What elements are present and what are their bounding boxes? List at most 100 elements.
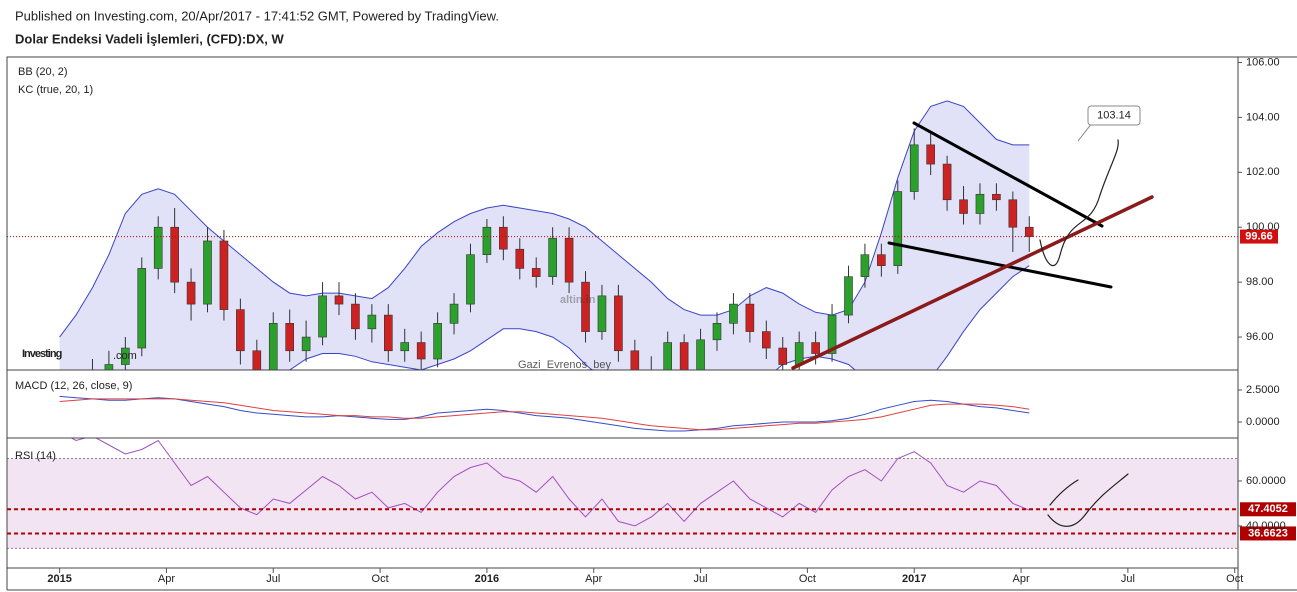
y-tick-label: 102.00: [1246, 166, 1280, 178]
callout-box: [1087, 105, 1141, 126]
y-tick-label: 104.00: [1246, 111, 1280, 123]
x-tick-label: Jul: [1121, 573, 1135, 585]
candle-body: [1008, 199, 1018, 228]
candle-body: [219, 240, 229, 310]
indicator-label: KC (true, 20, 1): [18, 84, 93, 96]
candle-body: [285, 323, 294, 352]
marker-box: [1240, 526, 1296, 541]
candle-body: [811, 342, 820, 354]
candle-body: [679, 342, 689, 370]
candle-body: [449, 303, 459, 324]
x-tick-label: Apr: [158, 573, 175, 585]
panel-frame: [6, 369, 1239, 439]
candle-body: [268, 323, 278, 370]
y-tick-label: 96.00: [1246, 331, 1274, 343]
candle-body: [663, 342, 672, 370]
candle-body: [416, 342, 426, 360]
candle-body: [794, 342, 804, 365]
level-band: [7, 458, 1238, 549]
panel-title: MACD (12, 26, close, 9): [15, 380, 132, 392]
indicator-label: BB (20, 2): [18, 66, 68, 78]
y-tick-label: 98.00: [1246, 276, 1274, 288]
author-watermark: Gazi_Evrenos_bey: [518, 359, 611, 371]
panel: [59, 395, 1030, 432]
candle-body: [942, 163, 952, 201]
candle-body: [696, 339, 705, 370]
candle-body: [1024, 226, 1034, 237]
candle-body: [959, 199, 968, 214]
candle-body: [778, 347, 788, 365]
candle-body: [827, 314, 837, 354]
x-tick-label: Jul: [694, 573, 708, 585]
candle-body: [860, 254, 870, 277]
x-tick-label: 2015: [47, 573, 71, 585]
x-tick-label: 2016: [475, 573, 499, 585]
trendline: [791, 195, 1154, 370]
indicator-line: [59, 395, 1030, 432]
x-tick-label: Jul: [266, 573, 280, 585]
candle-body: [975, 193, 985, 214]
candle-body: [153, 226, 163, 269]
published-line: Published on Investing.com, 20/Apr/2017 …: [15, 8, 499, 23]
candle-body: [186, 281, 196, 305]
candle-body: [564, 237, 574, 283]
last-price-label: 99.66: [1245, 230, 1273, 242]
candle-body: [170, 226, 179, 283]
candle-body: [400, 342, 410, 352]
y-tick-label: 0.0000: [1246, 416, 1280, 428]
candle-body: [893, 191, 903, 266]
candle-body: [383, 314, 393, 352]
candle-body: [729, 303, 738, 324]
candle-body: [466, 254, 475, 305]
candle-body: [909, 144, 919, 192]
y-tick-label: 60.0000: [1246, 475, 1286, 487]
x-tick-label: Oct: [372, 573, 389, 585]
marker-label: 47.4052: [1248, 503, 1288, 515]
candle-body: [712, 323, 722, 341]
candle-body: [367, 314, 377, 330]
panel-title: RSI (14): [15, 450, 56, 462]
band-fill: [59, 100, 1030, 370]
candle-body: [334, 295, 344, 305]
candle-body: [351, 303, 360, 330]
hand-drawing: [1047, 473, 1129, 527]
x-tick-label: Apr: [585, 573, 602, 585]
indicator-line: [59, 398, 1030, 431]
site-watermark: altin.in: [560, 294, 596, 306]
candle-body: [433, 323, 442, 360]
y-tick-label: 100.00: [1246, 221, 1280, 233]
plot-area: 99.66 103.14 96.00 98.00 100.00 102.00 104.00 1…: [6, 56, 1297, 591]
bb-lower: [288, 265, 1030, 370]
candle-body: [236, 309, 245, 352]
candle-body: [844, 276, 853, 316]
candle-body: [548, 237, 557, 277]
callout-pointer: [1077, 122, 1093, 142]
candle-body: [630, 350, 640, 370]
candle-body: [597, 295, 607, 332]
trendline: [887, 241, 1113, 289]
candle-body: [581, 281, 590, 332]
candle-body: [877, 254, 886, 266]
candle-body: [252, 350, 262, 370]
candle-body: [515, 248, 525, 269]
x-tick-label: 2017: [902, 573, 926, 585]
candle-body: [762, 331, 771, 349]
logo-suffix: .com: [113, 350, 137, 362]
candle-body: [646, 369, 656, 370]
candle-body: [137, 268, 147, 349]
hand-drawing: [1039, 139, 1119, 267]
panel: [59, 100, 1034, 370]
marker-box: [1240, 502, 1296, 517]
x-tick-label: Oct: [799, 573, 816, 585]
candle-body: [203, 240, 212, 305]
candle-body: [318, 295, 327, 338]
logo: Investing: [22, 348, 62, 360]
candle-body: [926, 144, 935, 165]
indicator-line: [70, 438, 1030, 527]
candle-body: [499, 226, 508, 250]
symbol-title: Dolar Endeksi Vadeli İşlemleri, (CFD):DX…: [15, 31, 284, 46]
y-tick-label: 2.5000: [1246, 384, 1280, 396]
hand-drawing: [1049, 479, 1079, 506]
candle-body: [482, 226, 492, 255]
